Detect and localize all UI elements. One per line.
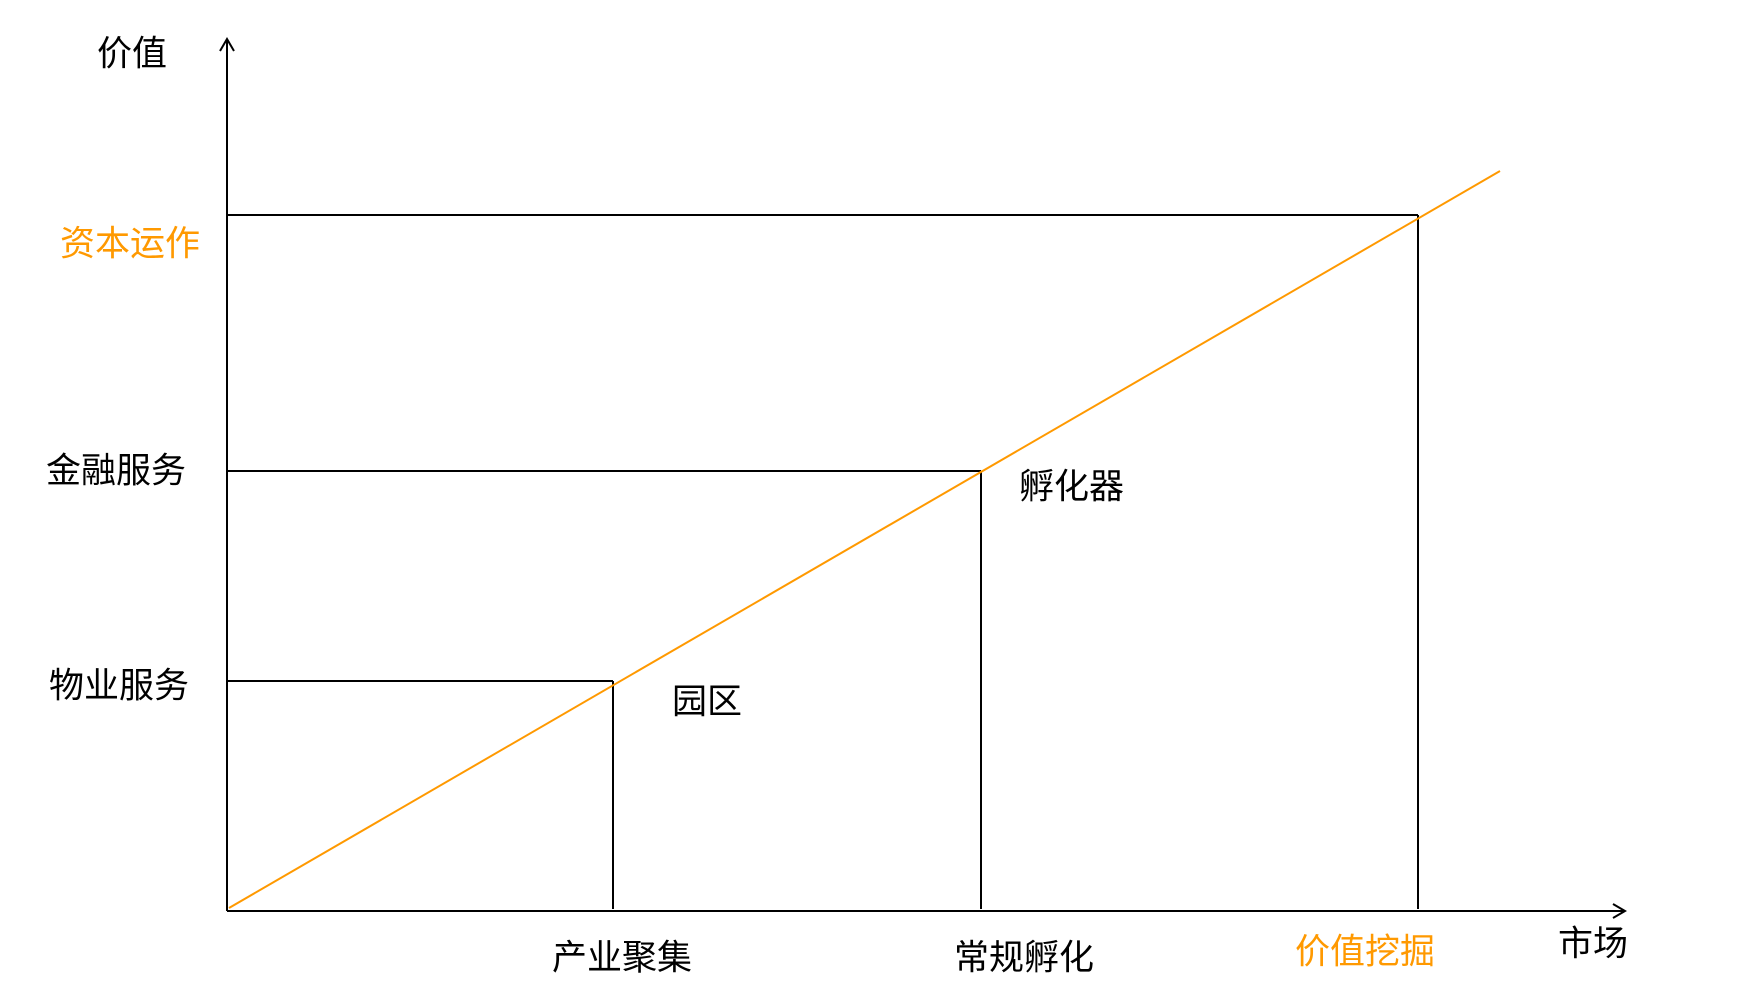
x-axis-label: 市场	[1558, 924, 1629, 965]
y-level-label-capital: 资本运作	[60, 224, 201, 265]
y-level-label-finance: 金融服务	[46, 451, 187, 492]
x-axis-arrow	[1612, 903, 1627, 919]
y-axis-label: 价值	[97, 34, 168, 75]
trend-line	[228, 170, 1501, 909]
annotation-incubator: 孵化器	[1019, 467, 1125, 508]
x-stage-label-incubation: 常规孵化	[954, 938, 1095, 979]
y-axis-arrow	[219, 37, 235, 52]
annotation-park: 园区	[672, 682, 743, 723]
x-stage-label-value: 价值挖掘	[1295, 932, 1436, 973]
y-level-label-property: 物业服务	[49, 666, 190, 707]
x-stage-label-cluster: 产业聚集	[552, 938, 693, 979]
